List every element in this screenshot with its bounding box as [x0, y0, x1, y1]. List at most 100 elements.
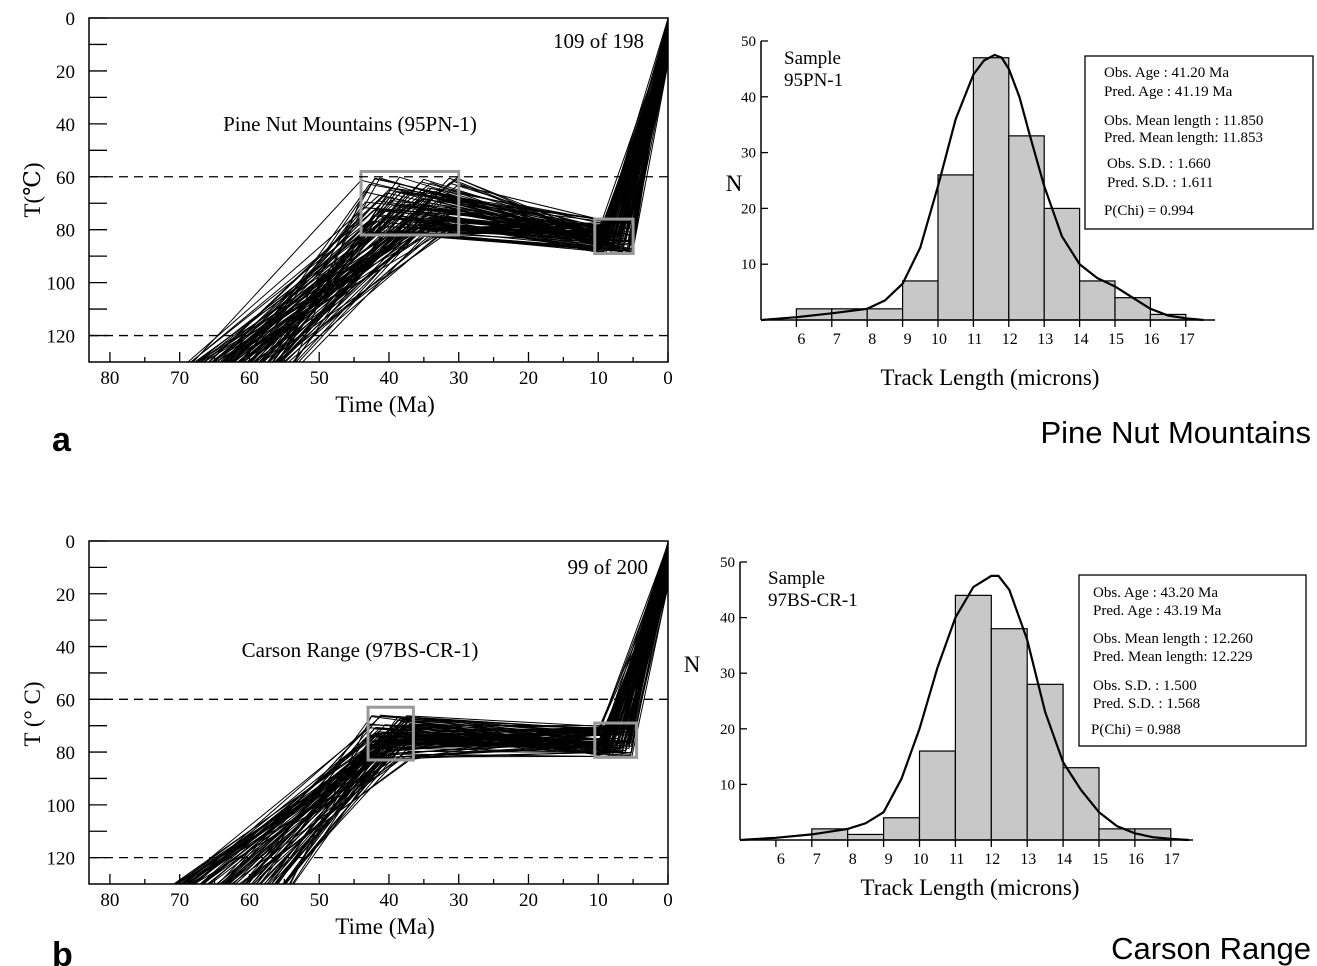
x-tick-label: 8 — [849, 851, 857, 868]
y-tick-label: 50 — [720, 555, 735, 571]
x-tick-label: 70 — [170, 890, 189, 911]
stats-line: Obs. Mean length : 11.850 — [1104, 113, 1263, 129]
cooling-path — [266, 56, 668, 362]
cooling-path — [212, 63, 668, 362]
cooling-path — [224, 49, 668, 362]
cooling-path — [219, 549, 668, 884]
x-tick-label: 8 — [868, 331, 876, 348]
x-tick-label: 10 — [913, 851, 929, 868]
y-tick-label: 20 — [56, 585, 75, 606]
histogram-bar — [882, 817, 921, 841]
y-tick-label: 60 — [56, 690, 75, 711]
histogram-bar — [866, 308, 904, 321]
cooling-path — [244, 573, 668, 884]
x-tick-label: 40 — [379, 368, 398, 389]
y-tick-label: 80 — [56, 743, 75, 764]
y-tick-label: 40 — [56, 638, 75, 659]
y-axis-title: N — [684, 652, 701, 677]
x-tick-label: 6 — [797, 331, 805, 348]
y-tick-label: 60 — [56, 168, 75, 189]
histogram-bar — [954, 594, 992, 841]
x-tick-label: 80 — [100, 368, 119, 389]
y-tick-label: 120 — [47, 849, 76, 870]
x-tick-label: 15 — [1092, 851, 1108, 868]
path-count-label: 99 of 200 — [568, 555, 649, 579]
path-count-label: 109 of 198 — [553, 29, 644, 53]
cooling-path — [196, 41, 668, 362]
x-tick-label: 16 — [1128, 851, 1144, 868]
x-tick-label: 0 — [663, 890, 673, 911]
x-tick-label: 6 — [777, 851, 785, 868]
x-tick-label: 60 — [240, 368, 259, 389]
x-tick-label: 30 — [449, 890, 468, 911]
histogram-bar — [1043, 207, 1081, 321]
cooling-path — [248, 29, 668, 362]
y-tick-label: 30 — [741, 146, 756, 162]
x-axis-title: Time (Ma) — [335, 914, 434, 939]
panel-letter-a: a — [52, 421, 72, 459]
thermal-history-title: Carson Range (97BS-CR-1) — [242, 638, 479, 662]
stats-line: Obs. S.D. : 1.660 — [1107, 156, 1211, 172]
cooling-path — [280, 32, 668, 362]
y-tick-label: 40 — [56, 115, 75, 136]
stats-box: Obs. Age : 43.20 Ma Pred. Age : 43.19 Ma… — [1078, 574, 1307, 747]
x-tick-label: 20 — [519, 368, 538, 389]
y-tick-label: 50 — [741, 34, 756, 50]
predicted-length-curve — [739, 574, 1189, 842]
x-axis-title: Track Length (microns) — [861, 875, 1080, 900]
constraint-box — [593, 721, 639, 759]
x-tick-label: 13 — [1020, 851, 1036, 868]
panel-caption-b: Carson Range — [1111, 931, 1311, 966]
y-tick-label: 30 — [720, 666, 735, 682]
stats-line: Obs. Age : 43.20 Ma — [1093, 585, 1218, 601]
panel-caption-a: Pine Nut Mountains — [1040, 415, 1311, 450]
x-tick-label: 11 — [967, 331, 982, 348]
x-tick-label: 10 — [931, 331, 947, 348]
x-tick-label: 50 — [310, 368, 329, 389]
x-tick-label: 7 — [833, 331, 841, 348]
y-axis-title: T(℃) — [20, 162, 45, 217]
stats-line: Pred. Age : 43.19 Ma — [1093, 603, 1222, 619]
x-tick-label: 15 — [1108, 331, 1124, 348]
y-tick-label: 20 — [720, 722, 735, 738]
histogram-bar — [847, 833, 885, 841]
stats-line: Pred. Mean length: 11.853 — [1104, 130, 1263, 146]
x-tick-label: 60 — [240, 890, 259, 911]
cooling-path — [247, 36, 668, 362]
y-tick-label: 0 — [66, 9, 76, 30]
stats-line: Obs. Age : 41.20 Ma — [1104, 65, 1229, 81]
x-tick-label: 16 — [1143, 331, 1159, 348]
y-tick-label: 80 — [56, 221, 75, 242]
stats-line: P(Chi) = 0.988 — [1091, 722, 1181, 738]
x-tick-label: 80 — [100, 890, 119, 911]
histogram-bar — [1114, 297, 1152, 321]
y-tick-label: 20 — [56, 62, 75, 83]
cooling-path — [255, 572, 668, 884]
sample-label: Sample — [768, 568, 825, 589]
x-tick-label: 40 — [379, 890, 398, 911]
constraint-box — [359, 169, 461, 237]
histogram-bar — [972, 57, 1010, 321]
track-length-histogram-a: 10 20 30 40 50 6 7 8 9 10 11 12 13 14 15 16 17 Sample 95… — [726, 34, 1314, 390]
sample-id: 95PN-1 — [784, 70, 843, 91]
histogram-bar — [918, 750, 957, 841]
stats-box: Obs. Age : 41.20 Ma Pred. Age : 41.19 Ma… — [1084, 55, 1314, 230]
x-tick-label: 11 — [949, 851, 964, 868]
x-tick-label: 0 — [663, 368, 673, 389]
x-tick-label: 9 — [885, 851, 893, 868]
track-length-histogram-b: 10 20 30 40 50 6 7 8 9 10 11 12 13 14 15 16 17 Sample 97… — [684, 555, 1307, 900]
y-tick-label: 100 — [47, 274, 76, 295]
thermal-history-title: Pine Nut Mountains (95PN-1) — [223, 112, 477, 136]
x-tick-label: 30 — [449, 368, 468, 389]
x-tick-label: 10 — [589, 890, 608, 911]
predicted-length-curve — [760, 53, 1204, 322]
x-tick-label: 13 — [1037, 331, 1053, 348]
cooling-path — [241, 23, 668, 362]
y-tick-label: 10 — [741, 257, 756, 273]
histogram-bar — [901, 280, 939, 321]
x-tick-label: 14 — [1073, 331, 1089, 348]
sample-id: 97BS-CR-1 — [768, 590, 858, 611]
